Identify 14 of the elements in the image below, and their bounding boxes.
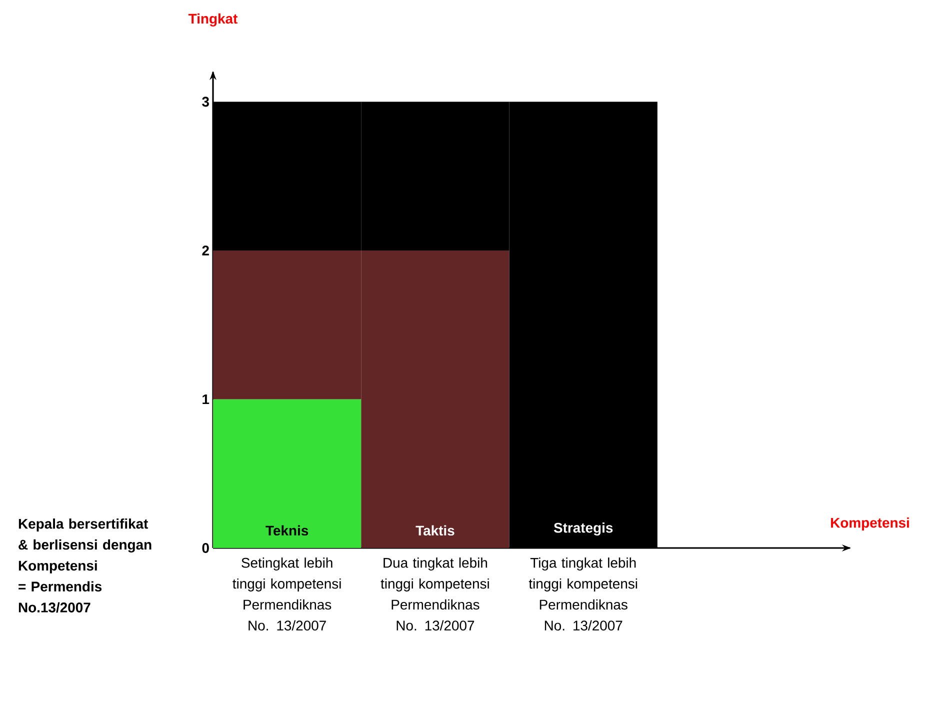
- y-tick-label: 1: [202, 394, 210, 404]
- text: Kepala bersertifikat & berlisensi dengan Kompetensi = Permendis No.13/2007: [18, 518, 152, 613]
- x-tick-label: Setingkat lebih tinggi kompetensi Permendiknas No. 13/2007: [232, 558, 341, 631]
- y-tick-label: 0: [202, 543, 209, 553]
- series-label: Taktis: [416, 525, 454, 536]
- x-tick-label: Dua tingkat lebih tinggi kompetensi Permendiknas No. 13/2007: [380, 558, 489, 631]
- y-tick-label: 2: [202, 246, 209, 256]
- series-label: Teknis: [266, 525, 308, 536]
- y-tick-label: 3: [202, 96, 209, 107]
- series-label: Strategis: [554, 522, 613, 536]
- x-tick-label: Tiga tingkat lebih tinggi kompetensi Permendiknas No. 13/2007: [528, 558, 638, 631]
- text: Kompetensi: [831, 517, 909, 530]
- bar: [213, 399, 362, 548]
- y-axis-title: Tingkat: [188, 13, 238, 26]
